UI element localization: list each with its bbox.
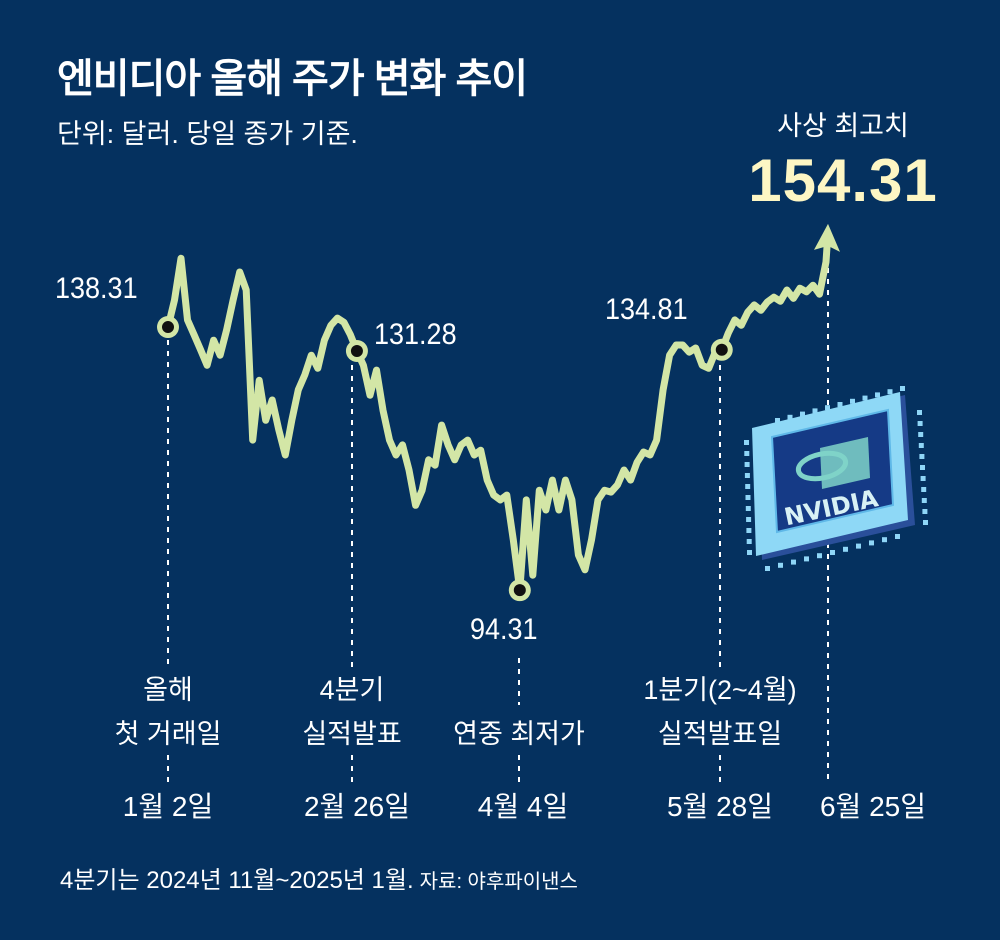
chip-pin — [869, 540, 874, 546]
annotation-line — [419, 668, 619, 712]
chip-pin — [843, 546, 848, 552]
arrow-up-icon — [814, 223, 840, 252]
chip-pin — [919, 454, 925, 459]
data-point-dot — [715, 343, 728, 356]
chip-pin — [895, 534, 900, 539]
date-label-apr4: 4월 4일 — [477, 791, 569, 822]
chip-pin — [817, 553, 822, 559]
data-point-dot — [513, 584, 526, 597]
chip-pin — [765, 566, 770, 571]
chip-pin — [917, 410, 922, 415]
annotation-feb26: 4분기 실적발표 — [252, 668, 452, 756]
annotation-line: 4분기 — [319, 675, 385, 705]
chip-pin — [917, 421, 923, 426]
footer-note: 4분기는 2024년 11월~2025년 1월. — [60, 867, 414, 894]
chip-pin — [921, 498, 927, 503]
chip-pin — [744, 462, 750, 467]
value-label-may28: 134.81 — [605, 293, 688, 326]
chip-pin — [800, 411, 805, 417]
date-label-jan2: 1월 2일 — [122, 791, 214, 822]
chip-pin — [791, 559, 796, 565]
annotation-line: 1분기(2~4월) — [643, 675, 797, 705]
chip-pin — [744, 473, 750, 478]
annotation-jan2: 올해 첫 거래일 — [68, 668, 268, 756]
annotation-line: 올해 — [143, 675, 193, 705]
nvidia-chip-icon: NVIDIA — [744, 386, 928, 571]
data-point-dot — [350, 344, 363, 357]
chip-pin — [882, 537, 887, 543]
chip-pin — [746, 517, 752, 522]
peak-value: 154.31 — [748, 147, 938, 214]
chip-pin — [918, 432, 924, 437]
chip-pin — [804, 556, 809, 562]
chip-pin — [922, 509, 928, 514]
annotation-line: 실적발표일 — [657, 719, 783, 749]
chart-title: 엔비디아 올해 주가 변화 추이 — [57, 57, 528, 101]
chip-pin — [920, 465, 925, 470]
chart-subtitle: 단위: 달러. 당일 종가 기준. — [57, 119, 358, 149]
chip-pin — [744, 440, 749, 445]
value-label-apr4: 94.31 — [470, 613, 538, 646]
chip-pin — [918, 443, 924, 448]
chip-pin — [875, 392, 880, 398]
date-label-may28: 5월 28일 — [666, 791, 774, 822]
chip-pin — [850, 398, 855, 404]
data-point-dot — [162, 321, 174, 334]
chip-pin — [775, 418, 780, 423]
chip-pin — [812, 408, 818, 414]
chip-pin — [825, 405, 830, 411]
chip-pin — [787, 414, 793, 420]
chip-pin — [900, 386, 905, 391]
chip-pin — [745, 495, 751, 500]
annotation-line: 연중 최저가 — [453, 719, 585, 749]
value-label-jan2: 138.31 — [55, 272, 138, 305]
footer: 4분기는 2024년 11월~2025년 1월. 자료: 야후파이낸스 — [60, 860, 578, 895]
chip-pin — [862, 395, 868, 401]
price-line — [164, 243, 831, 594]
annotation-line: 첫 거래일 — [114, 719, 222, 749]
chip-pin — [921, 487, 927, 492]
chip-pin — [747, 550, 752, 555]
chip-pin — [746, 528, 752, 533]
peak-label: 사상 최고치 — [777, 111, 909, 141]
annotation-apr4: 연중 최저가 — [419, 668, 619, 756]
chip-pin — [744, 451, 750, 456]
chip-pin — [745, 506, 751, 511]
annotation-may28: 1분기(2~4월) 실적발표일 — [620, 668, 820, 756]
chip-pin — [778, 562, 783, 568]
source-credit: 자료: 야후파이낸스 — [419, 871, 578, 893]
chip-pin — [920, 476, 926, 481]
chip-pin — [830, 550, 835, 555]
date-label-jun25: 6월 25일 — [819, 791, 927, 822]
chip-pin — [856, 543, 861, 549]
chip-pin — [923, 520, 928, 525]
value-label-feb26: 131.28 — [374, 318, 457, 351]
annotation-line: 실적발표 — [302, 719, 402, 749]
date-label-feb26: 2월 26일 — [303, 791, 411, 822]
chip-pin — [746, 539, 752, 544]
chip-pin — [837, 402, 843, 407]
chip-pin — [745, 484, 751, 489]
chip-pin — [887, 389, 893, 395]
